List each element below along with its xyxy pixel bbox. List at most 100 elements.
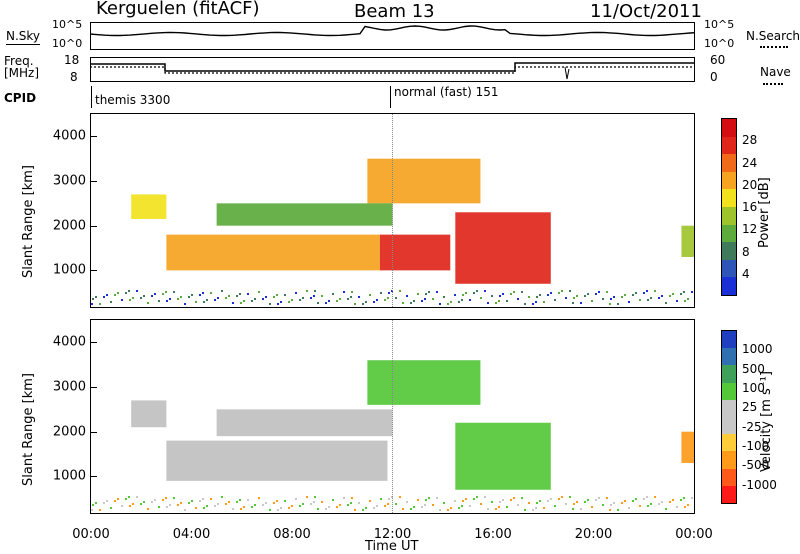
noise-cell [202, 498, 204, 500]
noise-cell [572, 508, 574, 510]
ytick-mark [90, 387, 97, 388]
noise-cell [132, 503, 134, 505]
noise-cell [646, 290, 648, 292]
velocity-colorbar [721, 330, 737, 504]
noise-cell [602, 298, 604, 300]
noise-cell [436, 291, 438, 293]
noise-cell [543, 301, 545, 303]
noise-cell [240, 302, 242, 304]
noise-cell [291, 505, 293, 507]
power-colorbar [721, 118, 737, 296]
noise-cell [299, 299, 301, 301]
noise-cell [658, 503, 660, 505]
noise-cell [406, 295, 408, 297]
noise-cell [106, 294, 108, 296]
cpid-divider-start [91, 86, 92, 108]
noise-cell [276, 294, 278, 296]
noise-cell [195, 507, 197, 509]
noise-cell [95, 502, 97, 504]
noise-cell [399, 496, 401, 498]
xtick-label: 20:00 [574, 527, 613, 542]
cpid-mode-normal: normal (fast) 151 [394, 85, 499, 99]
noise-cell [214, 505, 216, 507]
noise-cell [684, 300, 686, 302]
noise-cell [129, 505, 131, 507]
noise-cell [680, 293, 682, 295]
noise-cell [295, 498, 297, 500]
noise-cell [613, 502, 615, 504]
noise-cell [91, 303, 93, 305]
noise-cell [243, 300, 245, 302]
noise-cell [595, 499, 597, 501]
colorbar-tick-label: 24 [742, 155, 758, 170]
ytick-label: 4000 [52, 128, 86, 144]
colorbar-segment [722, 224, 736, 243]
noise-cell [428, 291, 430, 293]
velocity-ylabel: Slant Range [km] [21, 373, 36, 486]
power-colorbar-title: Power [dB] [757, 177, 772, 248]
noise-cell [154, 499, 156, 501]
noise-cell [262, 504, 264, 506]
noise-cell [447, 303, 449, 305]
noise-cell [169, 298, 171, 300]
noise-cell [228, 501, 230, 503]
cpid-mode-themis: themis 3300 [95, 93, 171, 107]
colorbar-tick-label: 20 [742, 177, 758, 192]
velocity-noon-line [392, 320, 393, 513]
noise-cell [239, 499, 241, 501]
noise-cell [558, 498, 560, 500]
noise-cell [258, 497, 260, 499]
noise-cell [354, 303, 356, 305]
noise-cell [425, 499, 427, 501]
colorbar-tick-label: 500 [742, 361, 765, 376]
colorbar-segment [722, 171, 736, 190]
noise-cell [232, 302, 234, 304]
noise-cell [447, 509, 449, 511]
noise-cell [184, 509, 186, 511]
noise-cell [402, 302, 404, 304]
colorbar-tick-label: 8 [742, 244, 750, 259]
noise-cell [469, 299, 471, 301]
nave-top-value: 60 [710, 53, 726, 67]
noise-cell [643, 292, 645, 294]
colorbar-segment [722, 434, 736, 452]
noise-cell [362, 509, 364, 511]
noise-cell [539, 294, 541, 296]
noise-cell [291, 299, 293, 301]
noise-cell [591, 300, 593, 302]
velocity-colorbar-title: Velocity [m s⁻¹] [759, 371, 774, 472]
noise-cell [399, 290, 401, 292]
xtick-label: 04:00 [172, 527, 211, 542]
noise-cell [536, 502, 538, 504]
noise-cell [265, 296, 267, 298]
noise-cell [643, 498, 645, 500]
noise-cell [632, 294, 634, 296]
freq-bottom-value: 8 [70, 70, 78, 84]
noise-cell [535, 301, 537, 303]
noise-cell [325, 302, 327, 304]
noise-cell [362, 303, 364, 305]
noise-cell [687, 298, 689, 300]
noise-cell [336, 506, 338, 508]
noise-cell [147, 302, 149, 304]
noise-cell [558, 292, 560, 294]
noise-cell [210, 498, 212, 500]
freq-panel [90, 57, 695, 82]
cpid-label: CPID [4, 91, 37, 105]
colorbar-tick-label: 28 [742, 133, 758, 148]
noise-cell [117, 292, 119, 294]
noise-cell [91, 509, 93, 511]
noise-cell [180, 502, 182, 504]
noise-cell [332, 499, 334, 501]
noise-cell [528, 296, 530, 298]
noise-cell [117, 498, 119, 500]
noise-cell [306, 496, 308, 498]
colorbar-tick-label: 1000 [742, 342, 773, 357]
noise-cell [203, 301, 205, 303]
noise-cell [369, 294, 371, 296]
noise-cell [609, 509, 611, 511]
noise-cell [254, 504, 256, 506]
noise-cell [517, 504, 519, 506]
noise-cell [232, 508, 234, 510]
noise-cell [313, 295, 315, 297]
